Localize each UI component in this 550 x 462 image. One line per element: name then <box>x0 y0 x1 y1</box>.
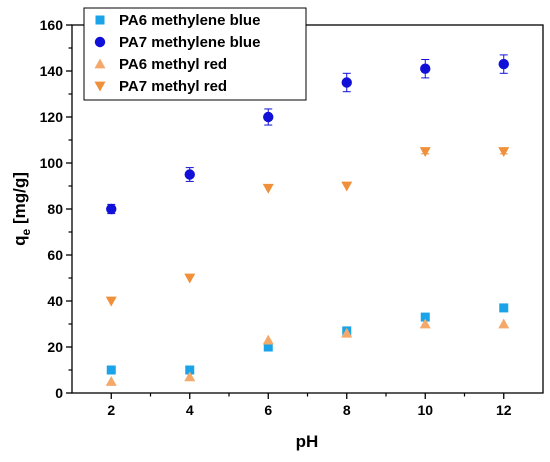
y-tick-label: 80 <box>47 201 63 217</box>
y-tick-label: 160 <box>40 17 64 33</box>
y-tick-label: 140 <box>40 63 64 79</box>
x-tick-label: 2 <box>107 402 115 418</box>
data-point <box>184 169 195 180</box>
data-point <box>341 181 353 192</box>
legend-marker <box>94 81 106 92</box>
x-tick-label: 6 <box>264 402 272 418</box>
legend-label: PA7 methyl red <box>119 78 227 95</box>
y-tick-label: 100 <box>40 155 64 171</box>
data-point <box>185 365 195 375</box>
data-point <box>105 296 117 307</box>
data-markers <box>105 58 510 386</box>
x-tick-label: 10 <box>417 402 433 418</box>
y-tick-label: 40 <box>47 293 63 309</box>
data-point <box>419 147 431 157</box>
y-tick-label: 0 <box>55 385 63 401</box>
data-point <box>262 334 274 345</box>
data-point <box>106 203 117 215</box>
data-point <box>341 327 353 338</box>
data-point <box>499 303 509 313</box>
data-point <box>420 312 430 322</box>
x-tick-label: 8 <box>343 402 351 418</box>
legend-box <box>83 7 307 101</box>
axis-ticks <box>66 24 505 399</box>
data-point <box>184 371 196 382</box>
data-point <box>498 58 509 70</box>
data-point <box>263 111 274 123</box>
data-point <box>263 342 273 352</box>
y-axis-label-main: q <box>10 235 29 245</box>
legend-marker <box>94 36 106 48</box>
x-tick-label: 4 <box>186 402 194 418</box>
x-tick-label: 12 <box>496 402 512 418</box>
legend: PA6 methylene blue PA7 methylene blue PA6 … <box>83 7 307 101</box>
legend-label: PA6 methyl red <box>119 56 227 73</box>
data-point <box>262 183 274 194</box>
data-point <box>105 376 117 386</box>
y-axis-label: qe [mg/g] <box>10 172 33 246</box>
legend-marker <box>95 15 105 25</box>
data-point <box>420 63 431 74</box>
legend-marker <box>94 58 106 69</box>
legend-label: PA6 methylene blue <box>119 12 260 29</box>
data-point <box>498 318 510 329</box>
y-axis-label-unit: [mg/g] <box>10 172 29 229</box>
y-axis-label-subscript: e <box>19 228 33 235</box>
x-axis-label: pH <box>296 432 319 451</box>
data-point <box>341 77 352 88</box>
data-point <box>419 318 431 329</box>
y-tick-label: 60 <box>47 247 63 263</box>
data-point <box>184 273 196 284</box>
data-point <box>106 365 116 375</box>
y-tick-label: 20 <box>47 339 63 355</box>
y-tick-label: 120 <box>40 109 64 125</box>
legend-label: PA7 methylene blue <box>119 34 260 51</box>
data-point <box>498 147 510 157</box>
